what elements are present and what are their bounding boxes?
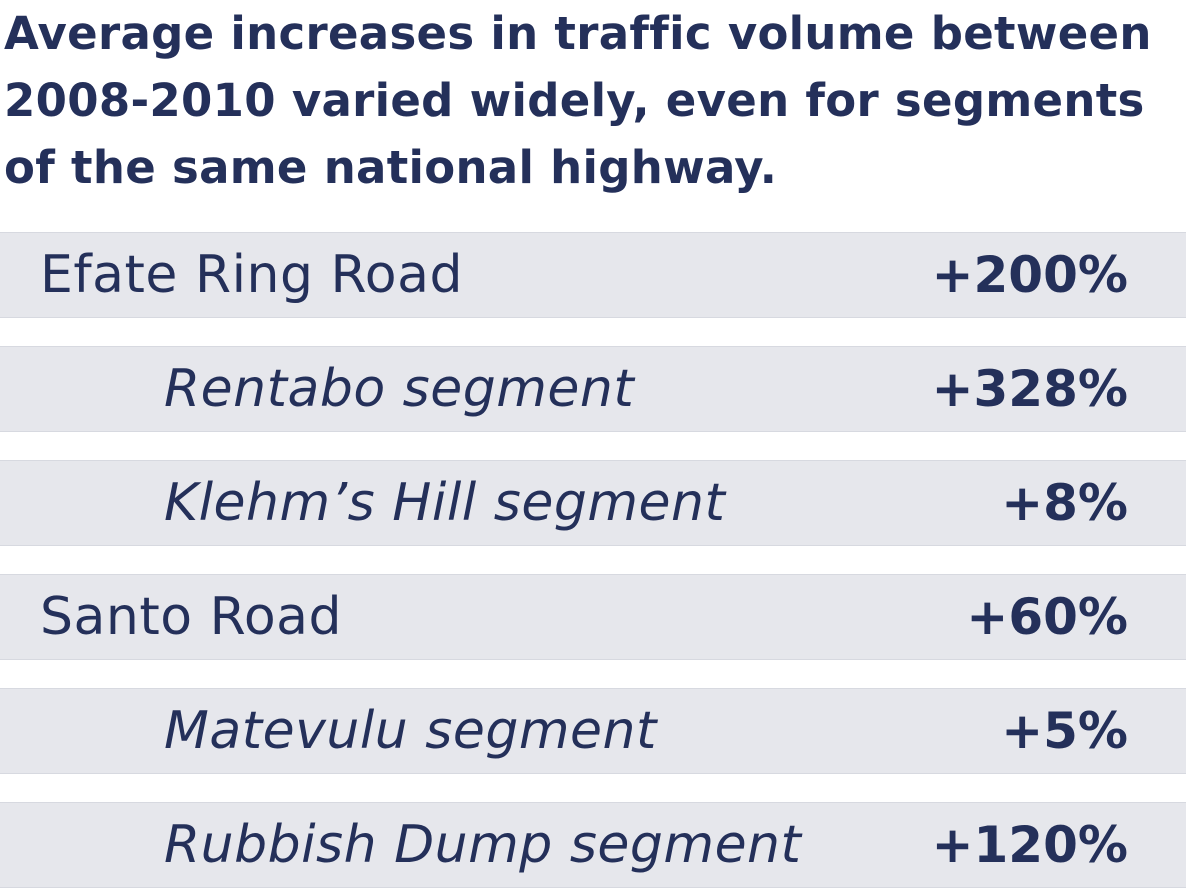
segment-row: Klehm’s Hill segment +8% (0, 460, 1186, 546)
highway-label: Santo Road (40, 587, 343, 647)
highway-label: Efate Ring Road (40, 245, 463, 305)
increase-value: +328% (931, 360, 1128, 418)
highway-row: Efate Ring Road +200% (0, 232, 1186, 318)
segment-label: Rubbish Dump segment (164, 815, 802, 875)
segment-label: Matevulu segment (164, 701, 657, 761)
segment-row: Rentabo segment +328% (0, 346, 1186, 432)
segment-label: Klehm’s Hill segment (164, 473, 726, 533)
increase-value: +60% (966, 588, 1128, 646)
increase-value: +8% (1001, 474, 1128, 532)
chart-title: Average increases in traffic volume betw… (4, 7, 1152, 194)
highway-row: Santo Road +60% (0, 574, 1186, 660)
segment-row: Matevulu segment +5% (0, 688, 1186, 774)
increase-value: +200% (931, 246, 1128, 304)
segment-label: Rentabo segment (164, 359, 635, 419)
segment-row: Rubbish Dump segment +120% (0, 802, 1186, 888)
increase-value: +5% (1001, 702, 1128, 760)
increase-value: +120% (931, 816, 1128, 874)
